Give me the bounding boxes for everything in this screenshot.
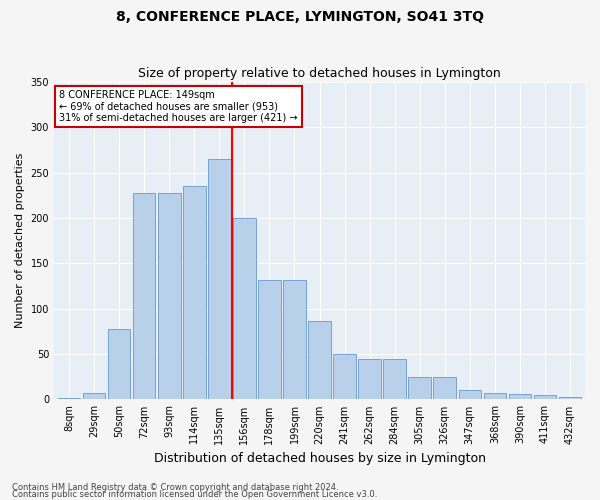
Bar — [333, 354, 356, 400]
Bar — [533, 395, 556, 400]
Bar — [158, 192, 181, 400]
Bar — [458, 390, 481, 400]
Bar — [183, 186, 206, 400]
Y-axis label: Number of detached properties: Number of detached properties — [15, 153, 25, 328]
Bar — [559, 396, 581, 400]
Bar — [83, 393, 106, 400]
Text: Contains public sector information licensed under the Open Government Licence v3: Contains public sector information licen… — [12, 490, 377, 499]
Bar — [258, 280, 281, 400]
Bar — [133, 192, 155, 400]
Bar — [358, 358, 381, 400]
X-axis label: Distribution of detached houses by size in Lymington: Distribution of detached houses by size … — [154, 452, 485, 465]
Bar — [509, 394, 531, 400]
Bar — [283, 280, 306, 400]
Bar — [409, 377, 431, 400]
Title: Size of property relative to detached houses in Lymington: Size of property relative to detached ho… — [138, 66, 501, 80]
Bar — [233, 218, 256, 400]
Bar — [484, 393, 506, 400]
Bar — [308, 320, 331, 400]
Text: 8 CONFERENCE PLACE: 149sqm
← 69% of detached houses are smaller (953)
31% of sem: 8 CONFERENCE PLACE: 149sqm ← 69% of deta… — [59, 90, 298, 123]
Bar — [58, 398, 80, 400]
Bar — [383, 358, 406, 400]
Bar — [208, 159, 230, 400]
Bar — [108, 328, 130, 400]
Text: Contains HM Land Registry data © Crown copyright and database right 2024.: Contains HM Land Registry data © Crown c… — [12, 484, 338, 492]
Text: 8, CONFERENCE PLACE, LYMINGTON, SO41 3TQ: 8, CONFERENCE PLACE, LYMINGTON, SO41 3TQ — [116, 10, 484, 24]
Bar — [433, 377, 456, 400]
